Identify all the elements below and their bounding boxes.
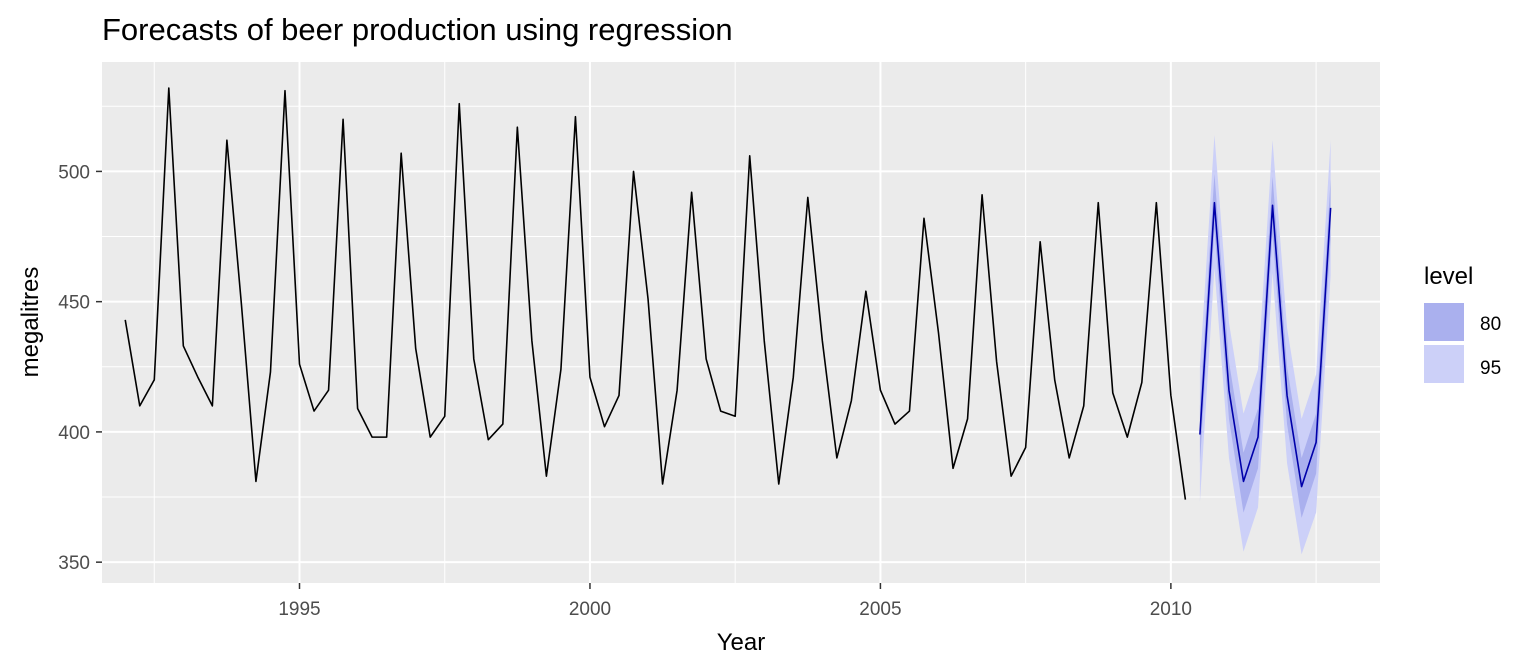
legend-key-80	[1424, 303, 1464, 341]
historical-series-line	[124, 87, 1187, 500]
y-tick-label-1: 400	[58, 423, 90, 444]
prediction-intervals	[1199, 134, 1331, 555]
legend-title: level	[1424, 263, 1473, 290]
x-tick-label-0: 1995	[278, 599, 320, 620]
x-tick-label-3: 2010	[1150, 599, 1192, 620]
y-tick-label-2: 450	[58, 293, 90, 314]
x-tick-labels: 1995 2000 2005 2010	[278, 599, 1192, 620]
x-axis-title: Year	[717, 629, 766, 656]
y-tick-labels: 350 400 450 500	[58, 162, 90, 574]
grid-major	[102, 62, 1380, 583]
y-axis-title: megalitres	[17, 267, 44, 378]
y-tick-label-0: 350	[58, 553, 90, 574]
grid-minor	[102, 62, 1380, 583]
legend-key-95	[1424, 345, 1464, 383]
chart-title: Forecasts of beer production using regre…	[102, 12, 733, 47]
legend-label-95: 95	[1480, 358, 1501, 379]
legend: level 80 95	[1424, 263, 1501, 383]
y-tick-label-3: 500	[58, 162, 90, 183]
series-lines	[124, 87, 1332, 500]
legend-label-80: 80	[1480, 314, 1501, 335]
forecast-series-line	[1199, 201, 1332, 488]
axis-ticks	[96, 170, 1172, 589]
interval-80-band	[1199, 174, 1331, 518]
x-tick-label-1: 2000	[569, 599, 611, 620]
x-tick-label-2: 2005	[859, 599, 901, 620]
